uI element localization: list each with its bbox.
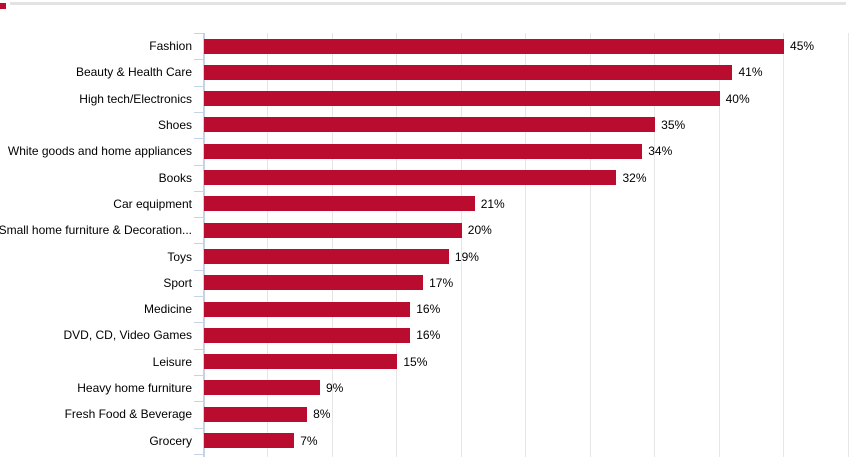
y-axis-tick [194, 296, 203, 297]
value-label: 7% [300, 433, 318, 448]
y-axis-tick [194, 243, 203, 245]
value-label: 45% [790, 39, 815, 54]
bar [204, 380, 320, 396]
bar-row: Car equipment 21% [0, 191, 852, 217]
vertical-gridline [460, 33, 462, 457]
category-label: Fashion [149, 39, 192, 54]
vertical-gridline [718, 33, 720, 457]
bar [204, 433, 295, 449]
category-label: Heavy home furniture [77, 381, 192, 396]
bar-row: Medicine 16% [0, 296, 852, 322]
value-label: 9% [326, 381, 344, 396]
category-label: Sport [163, 275, 192, 290]
bar [204, 143, 643, 159]
bar-row: Beauty & Health Care 41% [0, 59, 852, 85]
y-axis-tick [194, 33, 203, 34]
category-label: Leisure [152, 354, 192, 369]
bar-row: Sport 17% [0, 270, 852, 296]
vertical-gridline [783, 33, 785, 457]
value-label: 32% [622, 170, 647, 185]
category-label: Medicine [143, 302, 192, 317]
value-label: 34% [648, 144, 673, 159]
category-label: Small home furniture & Decoration... [0, 223, 192, 238]
value-label: 16% [416, 328, 441, 343]
category-label: Car equipment [113, 196, 192, 211]
value-label: 17% [429, 275, 454, 290]
bar [204, 222, 462, 238]
bar [204, 117, 656, 133]
category-label: Books [158, 170, 192, 185]
corner-accent-mark [0, 3, 6, 9]
value-label: 19% [454, 249, 479, 264]
bar-row: White goods and home appliances 34% [0, 138, 852, 164]
value-label: 40% [725, 91, 750, 106]
bar-row: Fashion 45% [0, 33, 852, 59]
value-label: 35% [661, 118, 686, 133]
bar [204, 301, 411, 317]
bar-row: Small home furniture & Decoration... 20% [0, 217, 852, 243]
category-label: Shoes [157, 118, 192, 133]
y-axis-tick [194, 269, 203, 271]
category-label: Fresh Food & Beverage [64, 407, 192, 422]
category-label: High tech/Electronics [79, 91, 192, 106]
bar [204, 196, 475, 212]
y-axis-tick [194, 59, 203, 61]
bar [204, 91, 720, 107]
bar-row: Toys 19% [0, 243, 852, 269]
category-label: White goods and home appliances [7, 144, 192, 159]
bar-row: Leisure 15% [0, 349, 852, 375]
bar [204, 354, 398, 370]
vertical-gridline [267, 33, 269, 457]
category-label: Beauty & Health Care [75, 65, 192, 80]
bar-row: Fresh Food & Beverage 8% [0, 401, 852, 427]
bar [204, 275, 424, 291]
y-axis-tick [194, 190, 203, 192]
y-axis-tick [194, 138, 203, 140]
top-divider-line [10, 2, 846, 5]
bar [204, 170, 617, 186]
value-label: 41% [738, 65, 763, 80]
category-label: DVD, CD, Video Games [63, 328, 193, 343]
vertical-gridline [589, 33, 591, 457]
bar [204, 248, 449, 264]
value-label: 21% [480, 196, 505, 211]
y-axis-line [203, 33, 205, 457]
y-axis-tick [194, 85, 203, 87]
bar-row: Heavy home furniture 9% [0, 375, 852, 401]
y-axis-tick [194, 401, 203, 403]
bar-row: Books 32% [0, 165, 852, 191]
y-axis-tick [194, 111, 203, 113]
y-axis-tick [194, 322, 203, 324]
vertical-gridline [654, 33, 656, 457]
bar [204, 327, 411, 343]
vertical-gridline [331, 33, 333, 457]
y-axis-tick [194, 217, 203, 219]
value-label: 15% [403, 354, 428, 369]
bar [204, 64, 733, 80]
bar [204, 406, 308, 422]
y-axis-tick [194, 427, 203, 429]
bar-row: High tech/Electronics 40% [0, 86, 852, 112]
y-axis-tick [194, 374, 203, 376]
bar-row: Shoes 35% [0, 112, 852, 138]
bar-row: Grocery 7% [0, 428, 852, 454]
value-label: 20% [467, 223, 492, 238]
category-label: Toys [167, 249, 192, 264]
y-axis-tick [194, 453, 203, 455]
vertical-gridline [525, 33, 527, 457]
vertical-gridline [396, 33, 398, 457]
value-label: 16% [416, 302, 441, 317]
bar-row: DVD, CD, Video Games 16% [0, 322, 852, 348]
y-axis-tick [194, 348, 203, 350]
vertical-gridline [847, 33, 849, 457]
category-label: Grocery [149, 433, 192, 448]
value-label: 8% [313, 407, 331, 422]
y-axis-tick [194, 164, 203, 166]
bar [204, 38, 785, 54]
